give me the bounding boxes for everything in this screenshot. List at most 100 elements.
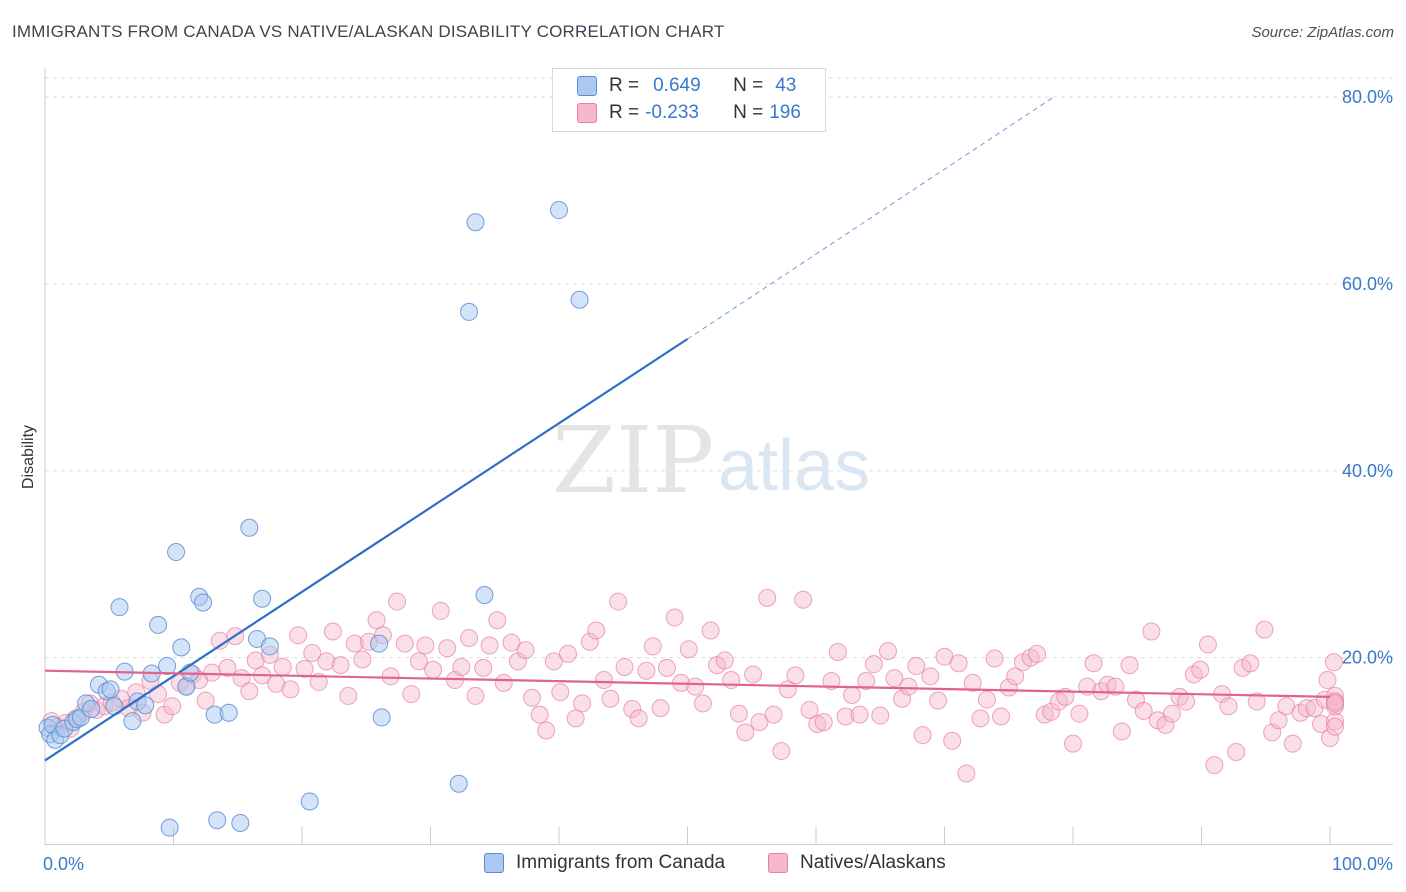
natives-point — [402, 685, 421, 704]
immigrants-point — [82, 700, 101, 719]
natives-point — [196, 691, 215, 710]
natives-point — [466, 686, 485, 705]
natives-point — [878, 642, 897, 661]
natives-point — [828, 643, 847, 662]
immigrants-point — [372, 708, 391, 727]
series-legend-natives: Natives/Alaskans — [768, 852, 946, 874]
immigrants-point — [460, 302, 479, 321]
natives-point — [758, 588, 777, 607]
immigrants-point — [123, 712, 142, 731]
natives-point — [615, 657, 634, 676]
natives-point — [409, 652, 428, 671]
natives-point — [331, 656, 350, 675]
natives-point — [1318, 671, 1337, 690]
natives-point — [971, 709, 990, 728]
natives-point — [864, 655, 883, 674]
natives-point — [651, 699, 670, 718]
immigrants-point — [101, 680, 120, 699]
natives-point — [416, 636, 435, 655]
natives-point — [701, 621, 720, 640]
series-swatch-pink — [768, 853, 788, 873]
natives-point — [367, 611, 386, 630]
series-legend-immigrants: Immigrants from Canada — [484, 852, 725, 874]
legend-n-value: 43 — [775, 75, 797, 96]
natives-point — [240, 682, 259, 701]
natives-point — [530, 705, 549, 724]
legend-n-label: N = — [733, 75, 764, 96]
natives-alaskans-points — [42, 588, 1344, 783]
natives-point — [537, 721, 556, 740]
watermark: ZIP atlas — [552, 407, 870, 514]
natives-point — [309, 672, 328, 691]
immigrants-point — [219, 703, 238, 722]
natives-point — [1042, 702, 1061, 721]
natives-point — [395, 634, 414, 653]
natives-point — [1241, 654, 1260, 673]
natives-point — [693, 694, 712, 713]
natives-point — [1324, 653, 1343, 672]
natives-point — [544, 652, 563, 671]
stats-legend: R = 0.649 N = 43 R = -0.233 N = 196 — [552, 68, 826, 132]
natives-point — [1162, 704, 1181, 723]
natives-point — [977, 690, 996, 709]
natives-point — [794, 590, 813, 609]
natives-point — [317, 652, 336, 671]
immigrants-point — [550, 201, 568, 220]
immigrants-point — [449, 774, 468, 793]
series-swatch-blue — [484, 853, 504, 873]
natives-point — [452, 657, 471, 676]
immigrants-point — [208, 811, 227, 830]
natives-point — [836, 707, 855, 726]
natives-point — [1269, 711, 1288, 730]
legend-r-value: 0.649 — [653, 75, 701, 96]
natives-point — [679, 640, 698, 659]
immigrants-point — [167, 543, 186, 562]
natives-point — [424, 660, 443, 679]
natives-point — [729, 704, 748, 723]
immigrants-point — [231, 814, 250, 833]
immigrants-point — [240, 518, 259, 537]
natives-point — [488, 611, 507, 630]
natives-point — [523, 688, 542, 707]
immigrants-point — [370, 634, 389, 653]
natives-point — [1106, 677, 1125, 696]
natives-point — [623, 700, 642, 719]
natives-point — [566, 709, 585, 728]
natives-point — [722, 671, 741, 690]
natives-point — [303, 643, 322, 662]
natives-point — [657, 658, 676, 677]
natives-point — [558, 644, 577, 663]
natives-point — [323, 622, 342, 641]
natives-point — [609, 592, 628, 611]
natives-point — [516, 641, 535, 660]
natives-point — [1191, 660, 1210, 679]
natives-point — [431, 601, 450, 620]
natives-trend-line — [44, 669, 1331, 698]
immigrants-point — [570, 290, 589, 309]
natives-point — [929, 691, 948, 710]
natives-point — [808, 714, 827, 733]
x-tick-label: 0.0% — [43, 854, 84, 874]
legend-row-natives: R = -0.233 N = 196 — [577, 101, 801, 125]
natives-point — [1326, 712, 1344, 731]
natives-point — [1198, 635, 1217, 654]
watermark-zip: ZIP — [552, 407, 714, 514]
immigrants-canada-points — [38, 201, 589, 837]
natives-point — [573, 694, 592, 713]
natives-point — [907, 657, 926, 676]
legend-n-label: N = — [733, 102, 764, 123]
natives-point — [494, 673, 513, 692]
natives-point — [921, 667, 940, 686]
natives-point — [822, 671, 841, 690]
natives-point — [1255, 620, 1274, 639]
immigrants-trend-extension — [687, 96, 1055, 340]
natives-point — [629, 709, 648, 728]
natives-point — [246, 651, 265, 670]
natives-point — [1227, 742, 1246, 761]
source-label: Source: ZipAtlas.com — [1251, 24, 1394, 41]
immigrants-point — [466, 213, 485, 232]
legend-r-label: R = — [609, 75, 640, 96]
natives-point — [587, 621, 606, 640]
grid-lines — [45, 77, 1393, 659]
natives-point — [273, 657, 292, 676]
